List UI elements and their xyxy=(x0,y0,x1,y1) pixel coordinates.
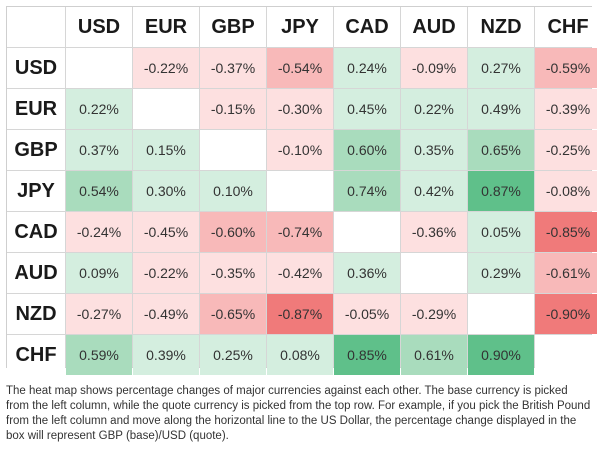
heatmap-cell-jpy-usd: 0.54% xyxy=(66,171,132,211)
heatmap-cell-cad-usd: -0.24% xyxy=(66,212,132,252)
heatmap-cell-eur-aud: 0.22% xyxy=(401,89,467,129)
heatmap-cell-nzd-eur: -0.49% xyxy=(133,294,199,334)
heatmap-cell-nzd-jpy: -0.87% xyxy=(267,294,333,334)
heatmap-cell-cad-cad xyxy=(334,212,400,252)
heatmap-cell-cad-eur: -0.45% xyxy=(133,212,199,252)
heatmap-cell-eur-eur xyxy=(133,89,199,129)
heatmap-cell-aud-cad: 0.36% xyxy=(334,253,400,293)
heatmap-cell-usd-aud: -0.09% xyxy=(401,48,467,88)
heatmap-cell-jpy-aud: 0.42% xyxy=(401,171,467,211)
heatmap-cell-gbp-eur: 0.15% xyxy=(133,130,199,170)
column-header-chf: CHF xyxy=(535,7,597,47)
heatmap-cell-chf-chf xyxy=(535,335,597,375)
heatmap-cell-usd-nzd: 0.27% xyxy=(468,48,534,88)
heatmap-cell-gbp-gbp xyxy=(200,130,266,170)
heatmap-cell-nzd-chf: -0.90% xyxy=(535,294,597,334)
heatmap-cell-gbp-aud: 0.35% xyxy=(401,130,467,170)
heatmap-cell-gbp-chf: -0.25% xyxy=(535,130,597,170)
heatmap-cell-chf-jpy: 0.08% xyxy=(267,335,333,375)
column-header-jpy: JPY xyxy=(267,7,333,47)
heatmap-cell-aud-chf: -0.61% xyxy=(535,253,597,293)
heatmap-cell-nzd-aud: -0.29% xyxy=(401,294,467,334)
heatmap-cell-eur-nzd: 0.49% xyxy=(468,89,534,129)
heatmap-cell-usd-usd xyxy=(66,48,132,88)
column-header-nzd: NZD xyxy=(468,7,534,47)
row-header-chf: CHF xyxy=(7,335,65,375)
heatmap-cell-nzd-usd: -0.27% xyxy=(66,294,132,334)
heatmap-cell-usd-eur: -0.22% xyxy=(133,48,199,88)
heatmap-cell-aud-usd: 0.09% xyxy=(66,253,132,293)
heatmap-cell-cad-aud: -0.36% xyxy=(401,212,467,252)
column-header-aud: AUD xyxy=(401,7,467,47)
heatmap-cell-cad-chf: -0.85% xyxy=(535,212,597,252)
row-header-nzd: NZD xyxy=(7,294,65,334)
heatmap-cell-jpy-eur: 0.30% xyxy=(133,171,199,211)
currency-heatmap: USD EUR GBP JPY CAD AUD NZD CHF USD -0.22% -0.37% -… xyxy=(6,6,597,375)
heatmap-cell-nzd-nzd xyxy=(468,294,534,334)
row-header-cad: CAD xyxy=(7,212,65,252)
heatmap-cell-chf-nzd: 0.90% xyxy=(468,335,534,375)
heatmap-cell-cad-jpy: -0.74% xyxy=(267,212,333,252)
heatmap-cell-nzd-cad: -0.05% xyxy=(334,294,400,334)
heatmap-cell-chf-usd: 0.59% xyxy=(66,335,132,375)
row-header-gbp: GBP xyxy=(7,130,65,170)
heatmap-cell-eur-chf: -0.39% xyxy=(535,89,597,129)
heatmap-cell-aud-gbp: -0.35% xyxy=(200,253,266,293)
heatmap-cell-aud-aud xyxy=(401,253,467,293)
heatmap-cell-jpy-chf: -0.08% xyxy=(535,171,597,211)
column-header-eur: EUR xyxy=(133,7,199,47)
heatmap-corner xyxy=(7,7,65,47)
heatmap-cell-cad-nzd: 0.05% xyxy=(468,212,534,252)
heatmap-cell-nzd-gbp: -0.65% xyxy=(200,294,266,334)
heatmap-cell-usd-gbp: -0.37% xyxy=(200,48,266,88)
heatmap-cell-gbp-cad: 0.60% xyxy=(334,130,400,170)
row-header-jpy: JPY xyxy=(7,171,65,211)
row-header-eur: EUR xyxy=(7,89,65,129)
heatmap-cell-jpy-nzd: 0.87% xyxy=(468,171,534,211)
heatmap-cell-aud-eur: -0.22% xyxy=(133,253,199,293)
heatmap-cell-eur-usd: 0.22% xyxy=(66,89,132,129)
heatmap-cell-chf-gbp: 0.25% xyxy=(200,335,266,375)
heatmap-cell-jpy-jpy xyxy=(267,171,333,211)
heatmap-caption: The heat map shows percentage changes of… xyxy=(6,385,591,442)
heatmap-cell-aud-jpy: -0.42% xyxy=(267,253,333,293)
row-header-aud: AUD xyxy=(7,253,65,293)
heatmap-cell-eur-jpy: -0.30% xyxy=(267,89,333,129)
column-header-cad: CAD xyxy=(334,7,400,47)
heatmap-cell-aud-nzd: 0.29% xyxy=(468,253,534,293)
heatmap-cell-chf-aud: 0.61% xyxy=(401,335,467,375)
heatmap-cell-chf-cad: 0.85% xyxy=(334,335,400,375)
heatmap-cell-cad-gbp: -0.60% xyxy=(200,212,266,252)
heatmap-cell-gbp-jpy: -0.10% xyxy=(267,130,333,170)
heatmap-cell-gbp-usd: 0.37% xyxy=(66,130,132,170)
heatmap-cell-gbp-nzd: 0.65% xyxy=(468,130,534,170)
heatmap-cell-usd-cad: 0.24% xyxy=(334,48,400,88)
heatmap-cell-usd-jpy: -0.54% xyxy=(267,48,333,88)
heatmap-cell-usd-chf: -0.59% xyxy=(535,48,597,88)
row-header-usd: USD xyxy=(7,48,65,88)
column-header-usd: USD xyxy=(66,7,132,47)
heatmap-cell-chf-eur: 0.39% xyxy=(133,335,199,375)
column-header-gbp: GBP xyxy=(200,7,266,47)
heatmap-cell-jpy-cad: 0.74% xyxy=(334,171,400,211)
heatmap-cell-jpy-gbp: 0.10% xyxy=(200,171,266,211)
heatmap-cell-eur-gbp: -0.15% xyxy=(200,89,266,129)
heatmap-cell-eur-cad: 0.45% xyxy=(334,89,400,129)
